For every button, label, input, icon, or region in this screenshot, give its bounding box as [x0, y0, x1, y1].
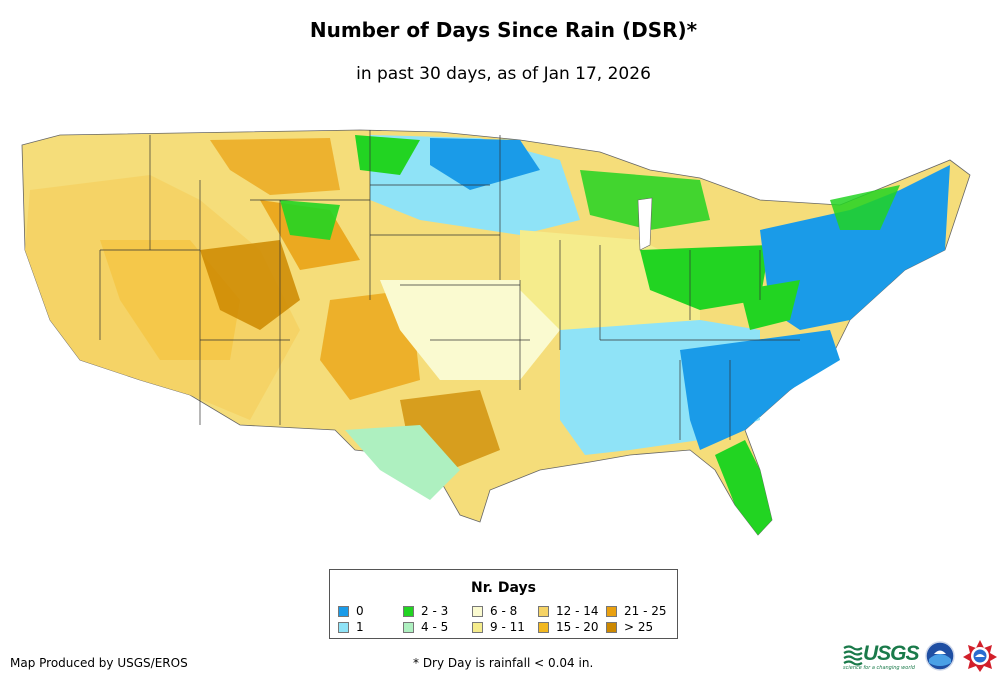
legend-item: 6 - 8 [472, 605, 517, 618]
florida-green [715, 440, 772, 535]
legend-item: > 25 [606, 621, 653, 634]
legend-box: Nr. Days 0 1 2 - 3 4 - 5 6 - 8 9 - 11 12… [329, 569, 678, 639]
legend-item: 1 [338, 621, 364, 634]
dakota-green [355, 135, 420, 175]
wyoming-green [280, 200, 340, 240]
map-subtitle: in past 30 days, as of Jan 17, 2026 [356, 64, 651, 84]
minnesota-blue [430, 138, 540, 190]
montana-orange [210, 138, 340, 195]
map-title: Number of Days Since Rain (DSR)* [309, 18, 698, 42]
pale-plains [380, 280, 560, 380]
mountain-dry [200, 240, 300, 330]
appalachian-green [740, 280, 800, 330]
southeast-blue [680, 330, 840, 450]
state-borders [99, 130, 800, 440]
legend-swatch [338, 622, 349, 633]
legend-swatch [606, 606, 617, 617]
lake-michigan [637, 197, 653, 251]
legend-item: 9 - 11 [472, 621, 525, 634]
legend-swatch [538, 622, 549, 633]
legend-item: 4 - 5 [403, 621, 448, 634]
legend-item: 2 - 3 [403, 605, 448, 618]
ohio-green [640, 245, 770, 310]
us-dsr-map [21, 129, 971, 536]
nws-logo-icon [963, 640, 997, 672]
legend-swatch [403, 606, 414, 617]
northeast-blue [760, 165, 950, 330]
legend-item: 12 - 14 [538, 605, 599, 618]
usgs-logo: USGS science for a changing world [843, 642, 920, 671]
usgs-wave-icon [843, 645, 863, 666]
legend-swatch [472, 606, 483, 617]
dry-day-footnote: * Dry Day is rainfall < 0.04 in. [413, 656, 594, 670]
usgs-logo-text: USGS [863, 642, 920, 665]
legend-item: 0 [338, 605, 364, 618]
noaa-logo-icon [925, 641, 955, 671]
south-texas-green [345, 425, 460, 500]
legend-item: 15 - 20 [538, 621, 599, 634]
legend-swatch [403, 622, 414, 633]
legend-swatch [538, 606, 549, 617]
great-basin [100, 240, 240, 360]
legend-title: Nr. Days [471, 580, 536, 596]
usgs-tagline: science for a changing world [843, 665, 915, 671]
map-credit: Map Produced by USGS/EROS [10, 656, 188, 670]
new-england-green [830, 185, 900, 230]
legend-swatch [338, 606, 349, 617]
legend-item: 21 - 25 [606, 605, 667, 618]
legend-swatch [472, 622, 483, 633]
legend-swatch [606, 622, 617, 633]
